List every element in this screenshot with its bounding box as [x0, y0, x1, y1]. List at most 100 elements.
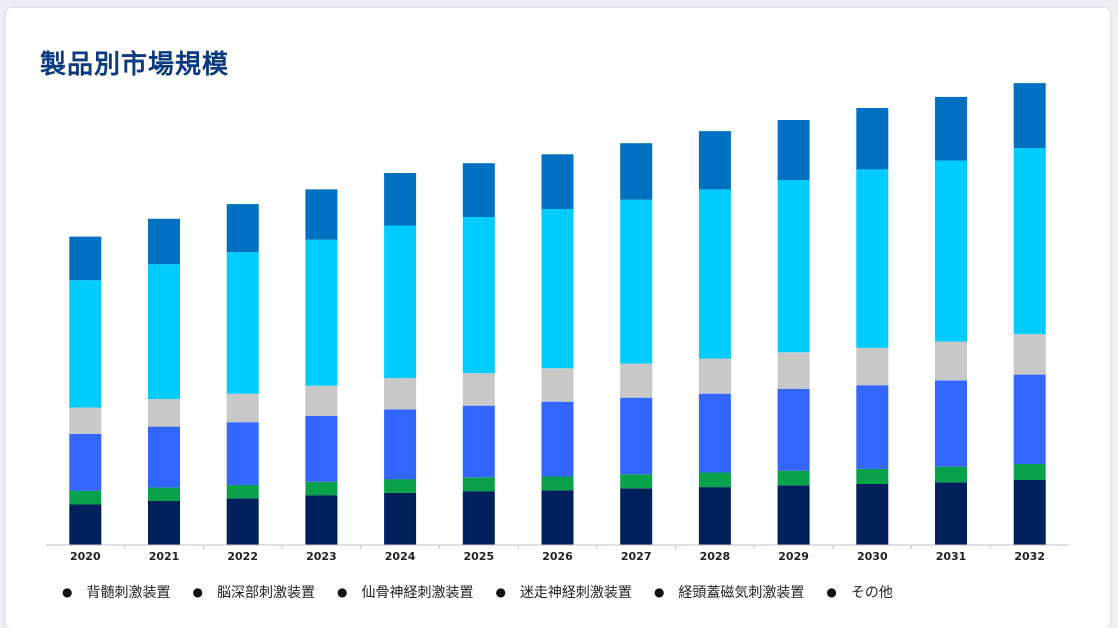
bar-segment-2028-s2	[698, 393, 731, 473]
legend-bullet-icon: ●	[826, 585, 837, 599]
bar-segment-2029-s0	[777, 485, 810, 545]
stacked-bar-chart: 2020 2021 2022 2023 2024 2025 2026 2027 2028 2029…	[46, 83, 1069, 563]
legend-bullet-icon: ●	[62, 585, 73, 599]
bar-segment-2032-s4	[1013, 148, 1046, 335]
bar-segment-2025-s4	[462, 217, 495, 374]
legend-item: ● 経頭蓋磁気刺激装置	[654, 582, 804, 602]
legend-item: ● その他	[826, 582, 892, 602]
legend-bullet-icon: ●	[192, 585, 203, 599]
bar-segment-2031-s3	[935, 341, 967, 381]
bar-segment-2030-s3	[856, 347, 889, 386]
bar-segment-2031-s2	[935, 380, 967, 467]
bar-segment-2021-s5	[148, 218, 180, 265]
x-tick-label: 2027	[621, 550, 652, 563]
bar-segment-2020-s5	[69, 236, 102, 281]
bar-segment-2031-s4	[935, 160, 967, 342]
legend-label: 仙骨神経刺激装置	[361, 585, 474, 601]
bar-segment-2022-s0	[226, 498, 259, 545]
x-tick-label: 2032	[1014, 550, 1045, 563]
bar-segment-2031-s1	[935, 466, 967, 483]
bar-segment-2027-s4	[620, 199, 653, 364]
bar-segment-2021-s1	[148, 487, 180, 501]
bar-segment-2030-s0	[856, 484, 889, 545]
bar-segment-2025-s5	[462, 163, 495, 217]
x-tick-label: 2026	[542, 550, 573, 563]
bar-segment-2023-s5	[305, 189, 338, 240]
x-tick-label: 2030	[857, 550, 888, 563]
bar-segment-2027-s5	[620, 143, 653, 200]
bar-segment-2028-s3	[698, 358, 731, 394]
bar-segment-2022-s2	[226, 422, 259, 485]
bar-segment-2031-s5	[935, 96, 967, 161]
bar-segment-2032-s2	[1013, 374, 1046, 464]
legend-label: 背髄刺激装置	[86, 585, 171, 601]
x-tick-label: 2022	[227, 550, 258, 563]
bar-segment-2021-s0	[148, 500, 180, 545]
bar-segment-2026-s0	[541, 490, 574, 545]
bar-segment-2028-s1	[698, 472, 731, 488]
legend-bullet-icon: ●	[495, 585, 506, 599]
bar-segment-2029-s5	[777, 120, 810, 181]
bar-segment-2021-s4	[148, 264, 180, 399]
bar-segment-2025-s0	[462, 491, 495, 545]
bar-segment-2032-s0	[1013, 480, 1046, 545]
bar-segment-2027-s2	[620, 397, 653, 475]
x-tick-label: 2029	[778, 550, 809, 563]
legend-item: ● 背髄刺激装置	[62, 582, 170, 602]
bar-segment-2030-s1	[856, 468, 889, 484]
bar-segment-2029-s2	[777, 388, 810, 471]
bar-segment-2031-s0	[935, 482, 967, 545]
bar-segment-2023-s0	[305, 495, 338, 545]
bar-segment-2030-s5	[856, 108, 889, 170]
bar-segment-2023-s3	[305, 385, 338, 416]
bar-segment-2025-s3	[462, 373, 495, 406]
bar-segment-2026-s5	[541, 154, 574, 209]
bar-segment-2021-s2	[148, 426, 180, 488]
bar-segment-2024-s2	[384, 409, 417, 480]
x-tick-label: 2031	[936, 550, 967, 563]
legend-item: ● 脳深部刺激装置	[192, 582, 314, 602]
x-tick-label: 2024	[385, 550, 416, 563]
legend-label: 迷走神経刺激装置	[519, 585, 632, 601]
legend-label: 経頭蓋磁気刺激装置	[678, 585, 805, 601]
bar-segment-2024-s3	[384, 378, 417, 410]
bar-segment-2024-s0	[384, 492, 417, 545]
bar-segment-2024-s5	[384, 173, 417, 226]
bar-segment-2025-s1	[462, 477, 495, 492]
bar-segment-2020-s4	[69, 280, 102, 408]
x-tick-label: 2025	[463, 550, 494, 563]
legend-label: その他	[850, 585, 893, 601]
bar-segment-2028-s4	[698, 189, 731, 359]
bar-segment-2023-s2	[305, 415, 338, 482]
bar-segment-2026-s2	[541, 401, 574, 477]
bar-segment-2024-s1	[384, 479, 417, 493]
bar-segment-2030-s4	[856, 169, 889, 348]
bar-segment-2022-s3	[226, 393, 259, 423]
bar-segment-2032-s1	[1013, 464, 1046, 480]
bar-segment-2020-s3	[69, 407, 102, 434]
legend-bullet-icon: ●	[653, 585, 665, 599]
bar-segment-2022-s5	[226, 204, 259, 253]
bar-segment-2022-s4	[226, 252, 259, 394]
bar-segment-2020-s2	[69, 433, 102, 491]
bar-segment-2022-s1	[226, 484, 259, 499]
bar-segment-2029-s4	[777, 180, 810, 353]
bar-segment-2030-s2	[856, 385, 889, 469]
bar-segment-2027-s3	[620, 363, 653, 398]
bar-segment-2028-s5	[698, 131, 731, 190]
bar-segment-2027-s1	[620, 474, 653, 489]
legend-label: 脳深部刺激装置	[216, 585, 315, 601]
bar-segment-2023-s4	[305, 239, 338, 386]
bar-segment-2032-s3	[1013, 334, 1046, 375]
bar-segment-2026-s3	[541, 368, 574, 402]
chart-legend: ● 背髄刺激装置 ● 脳深部刺激装置 ● 仙骨神経刺激装置 ● 迷走神経刺激装置 ● 経頭蓋磁気刺…	[62, 582, 915, 602]
bar-segment-2023-s1	[305, 481, 338, 496]
bar-segment-2029-s3	[777, 352, 810, 389]
bar-segment-2020-s0	[69, 504, 102, 545]
bar-segment-2029-s1	[777, 470, 810, 486]
x-tick-label: 2028	[700, 550, 731, 563]
bar-segment-2024-s4	[384, 225, 417, 379]
bar-segment-2027-s0	[620, 488, 653, 545]
legend-item: ● 仙骨神経刺激装置	[337, 582, 473, 602]
x-tick-label: 2020	[70, 550, 101, 563]
